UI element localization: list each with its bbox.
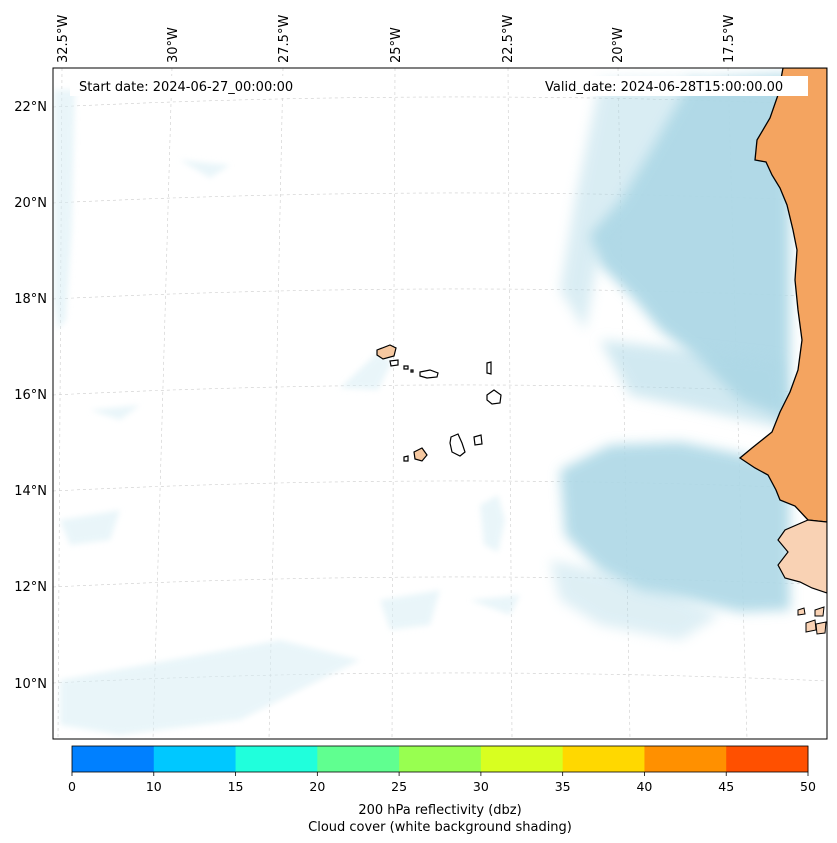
island-sal xyxy=(486,361,492,375)
colorbar-segment-8 xyxy=(726,746,809,772)
longitude-labels: 32.5°W 30°W 27.5°W 25°W 22.5°W 20°W 17.5… xyxy=(56,15,737,63)
lat-label-12n: 12°N xyxy=(14,580,47,595)
bissagos-islands xyxy=(797,606,827,635)
colorbar-tick-label-20: 20 xyxy=(309,779,325,794)
colorbar-tick-label-25: 25 xyxy=(391,779,407,794)
colorbar-segments xyxy=(72,746,809,772)
colorbar-frame xyxy=(71,745,809,773)
cloud-band-south xyxy=(560,442,790,612)
cloud-band-north-haze xyxy=(560,78,700,330)
colorbar-label-reflectivity: 200 hPa reflectivity (dbz) xyxy=(358,803,521,818)
colorbar-segment-6 xyxy=(562,746,645,772)
colorbar-segment-7 xyxy=(644,746,727,772)
lat-label-16n: 16°N xyxy=(14,388,47,403)
africa-mainland xyxy=(738,68,827,523)
island-ilheus xyxy=(410,369,414,373)
parallel-14n xyxy=(53,480,827,492)
valid-date-box xyxy=(538,76,808,96)
colorbar-tick-label-10: 10 xyxy=(146,779,162,794)
meridian-27-5w xyxy=(268,68,284,739)
cloud-cover xyxy=(550,74,790,640)
parallel-12n xyxy=(53,576,827,588)
colorbar-tick-label-0: 0 xyxy=(68,779,76,794)
colorbar-label-cloud-cover: Cloud cover (white background shading) xyxy=(308,820,572,835)
meridian-22-5w xyxy=(507,68,513,739)
island-santiago xyxy=(449,433,466,457)
colorbar-tick-label-35: 35 xyxy=(555,779,571,794)
lat-label-18n: 18°N xyxy=(14,292,47,307)
parallel-16n xyxy=(53,384,827,396)
map-frame xyxy=(52,67,828,740)
island-boa-vista xyxy=(486,389,502,405)
lon-label-17-5w: 17.5°W xyxy=(722,15,737,63)
island-santa-luzia xyxy=(403,365,409,370)
lon-label-22-5w: 22.5°W xyxy=(501,15,516,63)
lat-label-10n: 10°N xyxy=(14,677,47,692)
colorbar-ticks: 0 10 15 20 25 30 35 40 45 50 xyxy=(68,772,816,794)
lon-label-27-5w: 27.5°W xyxy=(277,15,292,63)
lon-label-32-5w: 32.5°W xyxy=(56,15,71,63)
start-date-box xyxy=(70,76,314,96)
africa-south-coast xyxy=(777,519,827,594)
colorbar-segment-2 xyxy=(235,746,318,772)
valid-date-label: Valid_date: 2024-06-28T15:00:00.00 xyxy=(545,80,783,95)
meridian-17-5w xyxy=(727,68,748,739)
island-brava xyxy=(403,455,409,462)
colorbar-segment-3 xyxy=(317,746,400,772)
lon-label-20w: 20°W xyxy=(611,27,626,63)
cloud-band-south-haze xyxy=(550,560,720,640)
lat-label-20n: 20°N xyxy=(14,196,47,211)
island-santo-antao xyxy=(376,344,397,360)
cloud-cover-light xyxy=(54,90,520,735)
island-sao-vicente xyxy=(389,359,399,367)
colorbar: 0 10 15 20 25 30 35 40 45 50 200 hPa reflectivity… xyxy=(68,745,816,835)
meridian-30w xyxy=(152,68,173,739)
meridian-32-5w xyxy=(57,68,63,739)
colorbar-tick-label-30: 30 xyxy=(473,779,489,794)
parallel-22n xyxy=(53,96,827,108)
map-panel xyxy=(53,68,827,739)
lat-label-22n: 22°N xyxy=(14,100,47,115)
island-maio xyxy=(473,434,483,446)
island-fogo xyxy=(413,447,428,462)
colorbar-tick-label-15: 15 xyxy=(228,779,244,794)
colorbar-segment-4 xyxy=(399,746,482,772)
lat-label-14n: 14°N xyxy=(14,484,47,499)
lon-label-25w: 25°W xyxy=(389,27,404,63)
colorbar-segment-1 xyxy=(153,746,237,772)
lon-label-30w: 30°W xyxy=(166,27,181,63)
island-sao-nicolau xyxy=(419,369,439,379)
cloud-band-mid xyxy=(600,340,790,430)
colorbar-tick-label-45: 45 xyxy=(718,779,734,794)
cloud-band-north xyxy=(590,74,790,420)
colorbar-tick-label-40: 40 xyxy=(636,779,652,794)
latitude-labels: 22°N 20°N 18°N 16°N 14°N 12°N 10°N xyxy=(14,100,47,692)
cape-verde-islands xyxy=(376,344,502,462)
start-date-label: Start date: 2024-06-27_00:00:00 xyxy=(79,80,293,95)
colorbar-tick-label-50: 50 xyxy=(800,779,816,794)
colorbar-segment-0 xyxy=(72,746,155,772)
parallel-20n xyxy=(53,192,827,204)
parallel-18n xyxy=(53,288,827,300)
colorbar-segment-5 xyxy=(480,746,564,772)
